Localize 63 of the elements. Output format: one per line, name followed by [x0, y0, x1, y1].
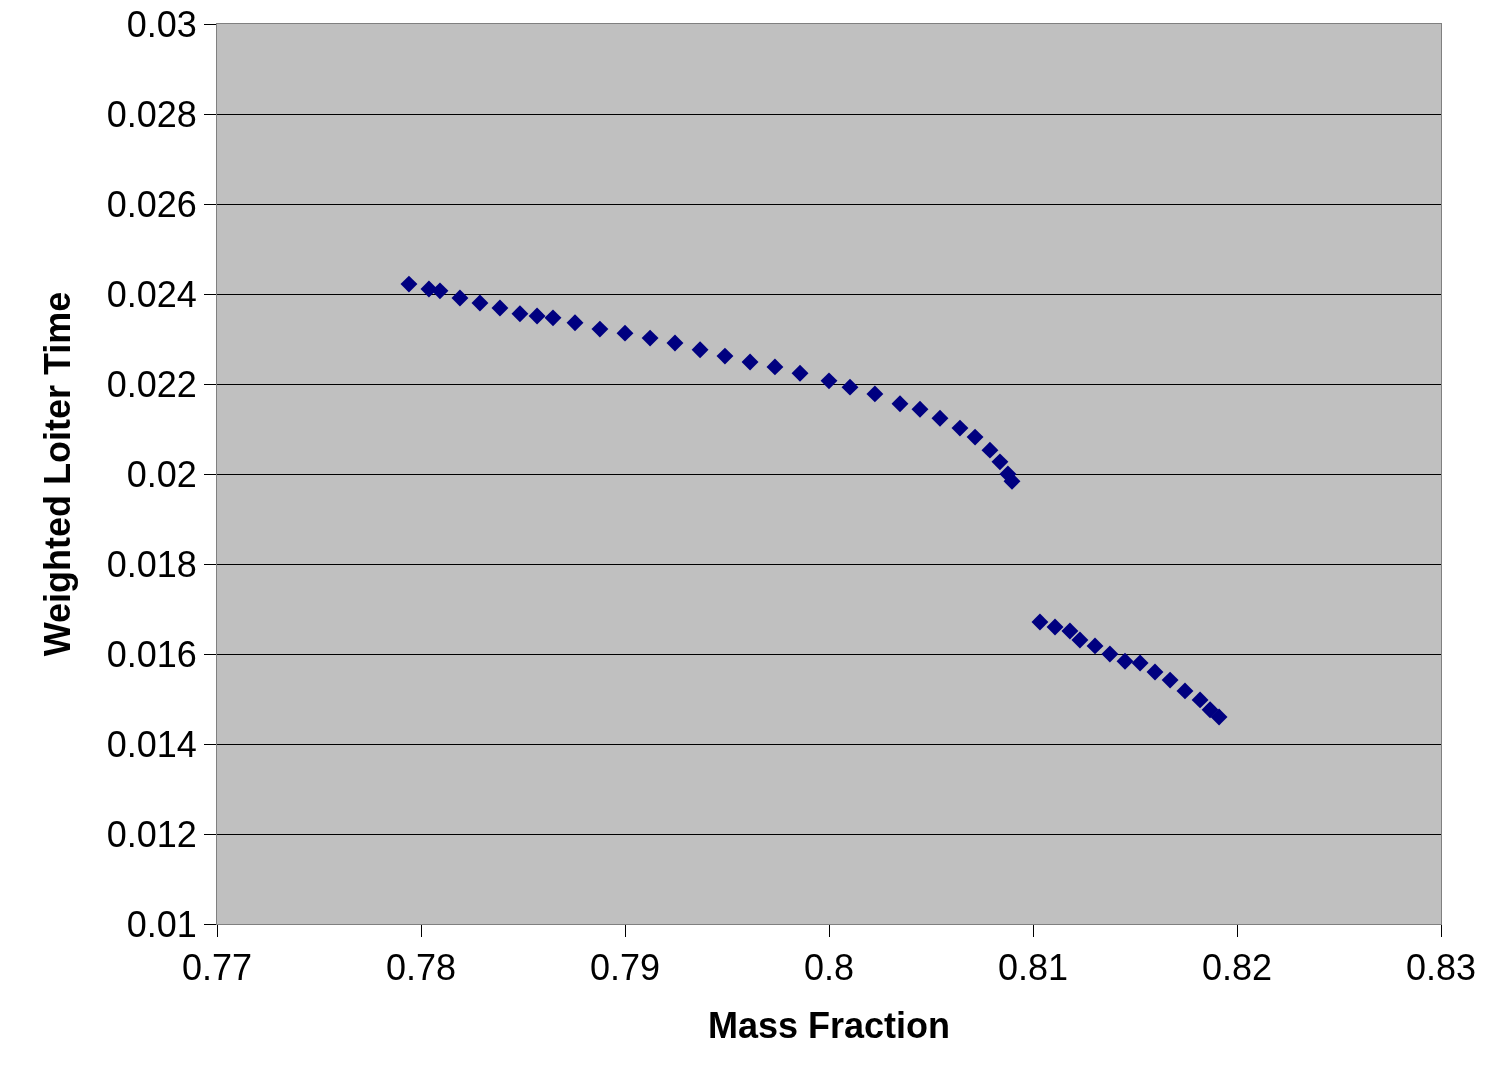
point: [431, 282, 449, 300]
point: [841, 378, 859, 396]
point: [544, 309, 562, 327]
point: [1201, 701, 1219, 719]
point: [966, 428, 984, 446]
point: [1031, 613, 1049, 631]
point: [1061, 622, 1079, 640]
x-tick-label: 0.78: [385, 947, 457, 989]
y-tick-label: 0.02: [126, 453, 197, 495]
point: [1101, 645, 1119, 663]
point: [891, 395, 909, 413]
point: [820, 372, 838, 390]
point: [616, 324, 634, 342]
y-tick-label: 0.012: [106, 813, 197, 855]
x-axis-title: Mass Fraction: [707, 1004, 951, 1046]
point: [511, 305, 529, 323]
point: [1046, 618, 1064, 636]
y-tick-label: 0.024: [106, 273, 197, 315]
x-tick-label: 0.77: [181, 947, 253, 989]
point: [991, 453, 1009, 471]
point: [420, 280, 438, 298]
y-axis-title: Weighted Loiter Time: [36, 291, 78, 657]
y-tick-label: 0.028: [106, 93, 197, 135]
x-tick-label: 0.83: [1405, 947, 1477, 989]
x-tick-label: 0.82: [1201, 947, 1273, 989]
point: [451, 289, 469, 307]
point: [766, 358, 784, 376]
x-tick-label: 0.8: [803, 947, 855, 989]
point: [1116, 652, 1134, 670]
y-tick-label: 0.026: [106, 183, 197, 225]
point: [1191, 691, 1209, 709]
point: [528, 307, 546, 325]
point: [1176, 682, 1194, 700]
point: [591, 320, 609, 338]
point: [666, 334, 684, 352]
x-tick-label: 0.81: [997, 947, 1069, 989]
point: [1210, 708, 1228, 726]
point: [1086, 637, 1104, 655]
y-tick-label: 0.01: [126, 903, 197, 945]
point: [791, 364, 809, 382]
x-tick-label: 0.79: [589, 947, 661, 989]
point: [716, 347, 734, 365]
point: [1071, 631, 1089, 649]
y-tick-label: 0.014: [106, 723, 197, 765]
point: [1146, 663, 1164, 681]
point: [691, 341, 709, 359]
point: [471, 294, 489, 312]
point: [951, 419, 969, 437]
point: [491, 299, 509, 317]
y-tick-label: 0.022: [106, 363, 197, 405]
point: [400, 275, 418, 293]
point: [1131, 654, 1149, 672]
y-tick-label: 0.018: [106, 543, 197, 585]
point: [566, 314, 584, 332]
point: [981, 441, 999, 459]
point: [866, 385, 884, 403]
point: [1161, 671, 1179, 689]
y-tick-label: 0.016: [106, 633, 197, 675]
point: [741, 353, 759, 371]
point: [931, 409, 949, 427]
point: [641, 329, 659, 347]
y-tick-label: 0.03: [126, 3, 197, 45]
point: [911, 400, 929, 418]
